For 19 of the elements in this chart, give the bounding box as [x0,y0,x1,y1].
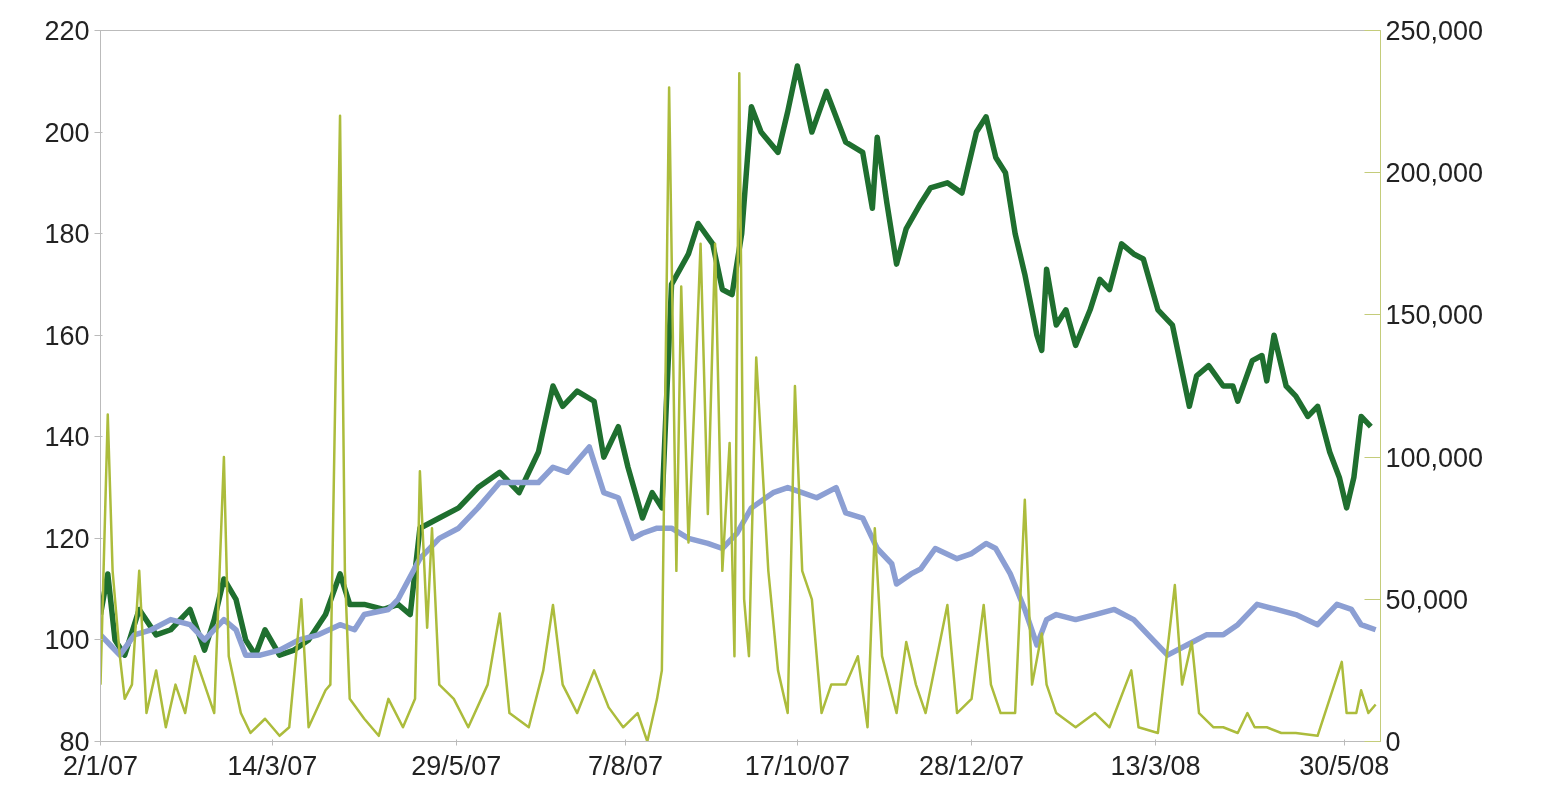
y-tick-label: 120 [44,523,90,554]
x-tick-label: 2/1/07 [62,750,139,781]
x-tick-label: 13/3/08 [1110,750,1201,781]
y-tick-label: 100 [44,625,90,656]
x-tick-label: 17/10/07 [744,750,850,781]
y2-tick-label: 50,000 [1385,584,1469,615]
y-tick-label: 180 [44,219,90,250]
y-tick-label: 140 [44,422,90,453]
y-tick-label: 220 [44,16,90,46]
x-tick-label: 14/3/07 [227,750,318,781]
y2-tick-label: 150,000 [1385,300,1484,331]
y-tick-label: 160 [44,320,90,351]
x-tick-label: 28/12/07 [919,750,1025,781]
y2-tick-label: 100,000 [1385,442,1484,473]
y-tick-label: 200 [44,117,90,148]
x-tick-label: 7/8/07 [588,750,664,781]
y2-tick-label: 250,000 [1385,16,1484,46]
x-tick-label: 29/5/07 [411,750,502,781]
y2-tick-label: 200,000 [1385,158,1484,189]
